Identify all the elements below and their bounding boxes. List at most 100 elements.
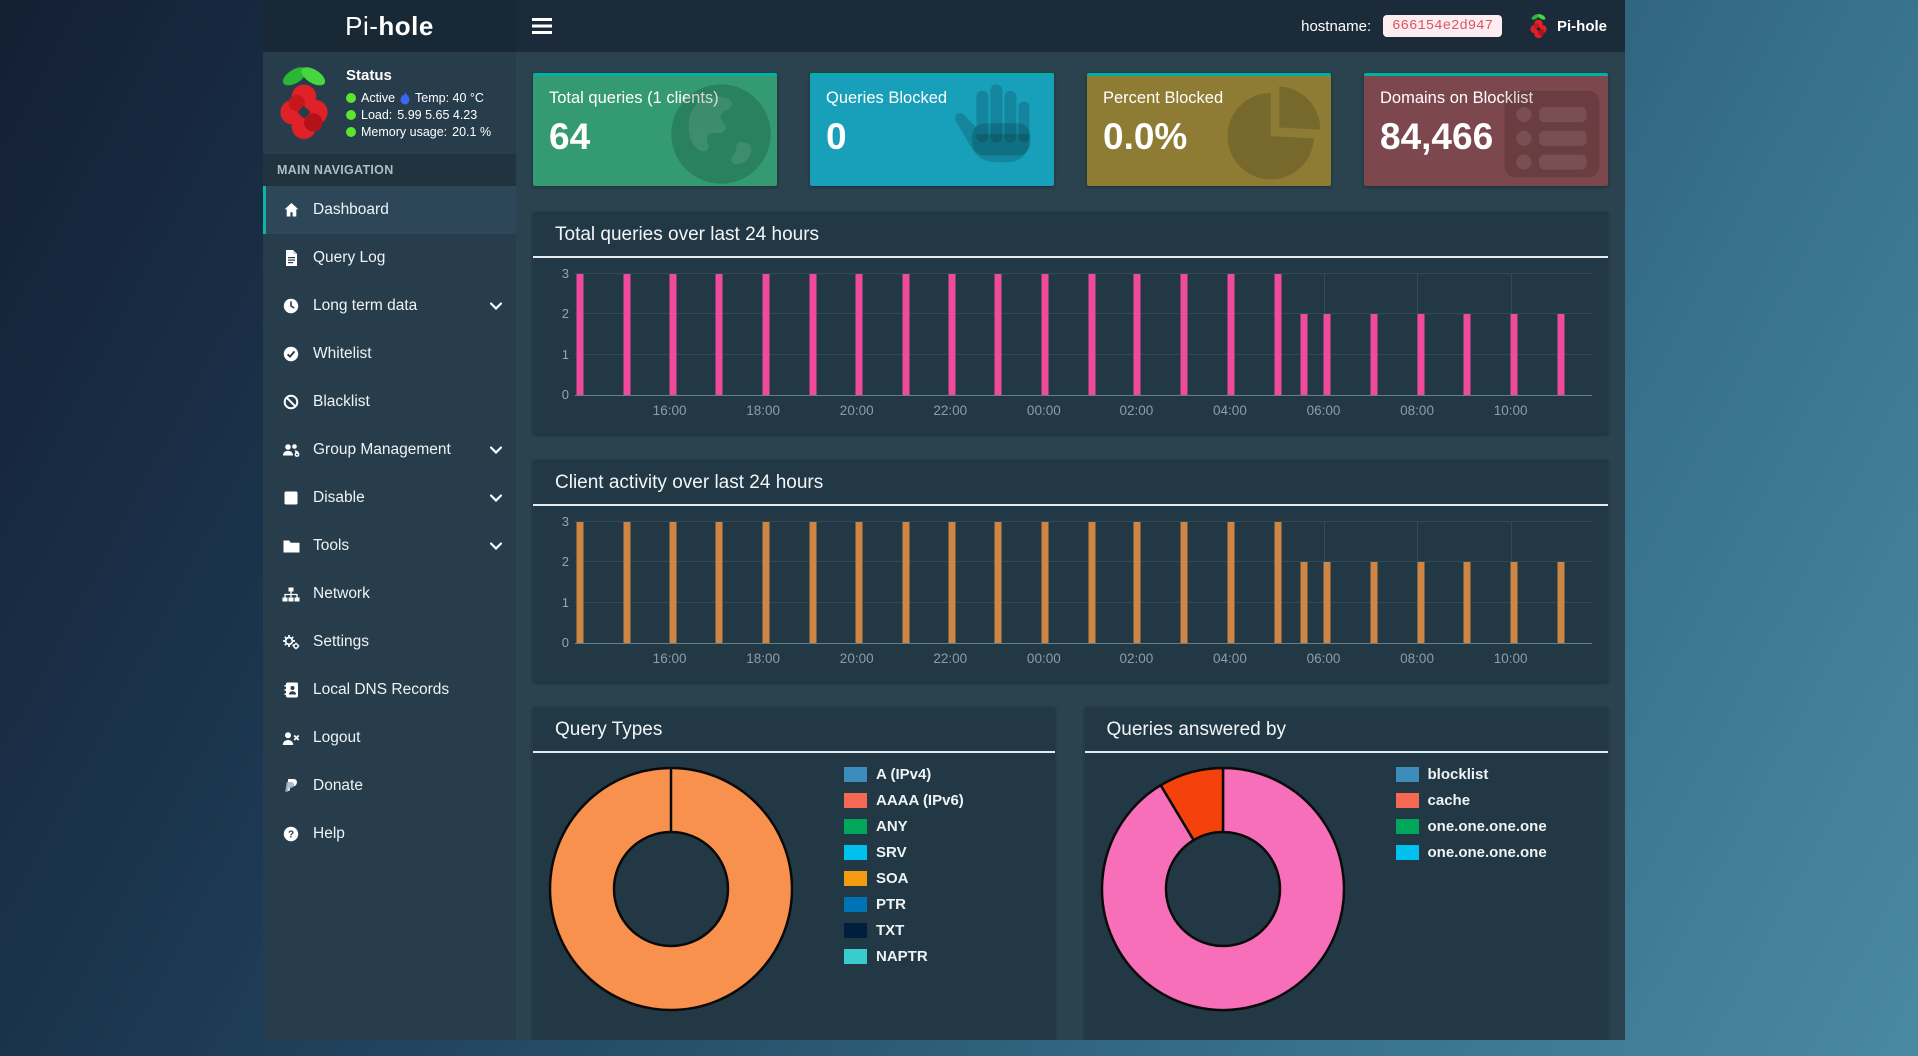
query-types-donut-chart[interactable]	[546, 764, 796, 1014]
bar[interactable]	[902, 274, 910, 395]
sidebar-section-header: MAIN NAVIGATION	[263, 154, 516, 186]
bar[interactable]	[669, 522, 677, 643]
bar[interactable]	[1274, 522, 1282, 643]
bar[interactable]	[1041, 274, 1049, 395]
y-tick-label: 3	[561, 266, 569, 281]
total-queries-bar-chart[interactable]: 0 1 2 3	[562, 266, 1592, 402]
bar[interactable]	[1133, 274, 1141, 395]
bar[interactable]	[1300, 314, 1308, 395]
bar[interactable]	[715, 274, 723, 395]
legend-item[interactable]: TXT	[844, 922, 964, 939]
legend-item[interactable]: one.one.one.one	[1395, 844, 1547, 861]
x-tick-label: 20:00	[839, 651, 874, 666]
sidebar-item-dashboard[interactable]: Dashboard	[263, 186, 516, 234]
status-dot	[346, 93, 356, 103]
client-activity-bar-chart[interactable]: 0 1 2 3	[562, 514, 1592, 650]
bar[interactable]	[669, 274, 677, 395]
legend-item[interactable]: PTR	[844, 896, 964, 913]
bar[interactable]	[1510, 562, 1518, 643]
bar[interactable]	[855, 522, 863, 643]
raspberry-logo	[280, 67, 328, 139]
bar[interactable]	[1510, 314, 1518, 395]
legend-item[interactable]: A (IPv4)	[844, 766, 964, 783]
bar[interactable]	[1463, 314, 1471, 395]
bar[interactable]	[1417, 314, 1425, 395]
chevron-down-icon	[490, 446, 502, 454]
cogs-icon	[279, 634, 303, 650]
legend-label: cache	[1427, 792, 1471, 809]
panel-title: Query Types	[555, 719, 663, 740]
bar[interactable]	[1180, 522, 1188, 643]
donut-slice[interactable]	[1100, 766, 1345, 1012]
bar[interactable]	[1557, 314, 1565, 395]
x-tick-label: 20:00	[839, 403, 874, 418]
bar[interactable]	[623, 522, 631, 643]
bar[interactable]	[1323, 562, 1331, 643]
sidebar-item-logout[interactable]: Logout	[263, 714, 516, 762]
bar[interactable]	[623, 274, 631, 395]
sidebar-item-local-dns-records[interactable]: Local DNS Records	[263, 666, 516, 714]
bar[interactable]	[1041, 522, 1049, 643]
bar[interactable]	[1227, 522, 1235, 643]
bar[interactable]	[855, 274, 863, 395]
sidebar-item-tools[interactable]: Tools	[263, 522, 516, 570]
bar[interactable]	[994, 274, 1002, 395]
bar[interactable]	[1227, 274, 1235, 395]
file-icon	[279, 250, 303, 266]
bar[interactable]	[576, 274, 584, 395]
sidebar-item-network[interactable]: Network	[263, 570, 516, 618]
bar[interactable]	[902, 522, 910, 643]
sidebar-toggle-button[interactable]	[516, 0, 568, 52]
sidebar-item-help[interactable]: ? Help	[263, 810, 516, 858]
legend-item[interactable]: one.one.one.one	[1395, 818, 1547, 835]
bar[interactable]	[1370, 314, 1378, 395]
bar[interactable]	[1133, 522, 1141, 643]
legend-swatch	[844, 923, 867, 938]
legend-item[interactable]: SOA	[844, 870, 964, 887]
bar[interactable]	[1274, 274, 1282, 395]
donut-slice[interactable]	[1159, 766, 1224, 842]
legend-item[interactable]: blocklist	[1395, 766, 1547, 783]
bar[interactable]	[1088, 522, 1096, 643]
x-tick-label: 16:00	[652, 651, 687, 666]
bar[interactable]	[762, 522, 770, 643]
sidebar-item-group-management[interactable]: Group Management	[263, 426, 516, 474]
sidebar-item-query-log[interactable]: Query Log	[263, 234, 516, 282]
sidebar-item-disable[interactable]: Disable	[263, 474, 516, 522]
bar[interactable]	[1463, 562, 1471, 643]
bar[interactable]	[1370, 562, 1378, 643]
sidebar-item-donate[interactable]: Donate	[263, 762, 516, 810]
bar[interactable]	[1088, 274, 1096, 395]
bar[interactable]	[994, 522, 1002, 643]
user-times-icon	[279, 731, 303, 746]
bar[interactable]	[715, 522, 723, 643]
sidebar-item-whitelist[interactable]: Whitelist	[263, 330, 516, 378]
queries-answered-by-donut-chart[interactable]	[1098, 764, 1348, 1014]
bar[interactable]	[1557, 562, 1565, 643]
x-tick-label: 16:00	[652, 403, 687, 418]
gridline	[575, 273, 1592, 274]
bar[interactable]	[948, 522, 956, 643]
sidebar-logo[interactable]: Pi-hole	[263, 0, 516, 52]
svg-text:?: ?	[288, 830, 294, 841]
bar[interactable]	[1417, 562, 1425, 643]
legend-item[interactable]: cache	[1395, 792, 1547, 809]
bar[interactable]	[1300, 562, 1308, 643]
bar[interactable]	[809, 274, 817, 395]
legend-item[interactable]: SRV	[844, 844, 964, 861]
legend-item[interactable]: NAPTR	[844, 948, 964, 965]
bar[interactable]	[809, 522, 817, 643]
bar[interactable]	[576, 522, 584, 643]
hamburger-icon	[532, 18, 552, 34]
sidebar-item-long-term-data[interactable]: Long term data	[263, 282, 516, 330]
bar[interactable]	[948, 274, 956, 395]
x-tick-label: 02:00	[1119, 651, 1154, 666]
bar[interactable]	[762, 274, 770, 395]
legend-item[interactable]: ANY	[844, 818, 964, 835]
bar[interactable]	[1180, 274, 1188, 395]
legend-item[interactable]: AAAA (IPv6)	[844, 792, 964, 809]
legend-swatch	[844, 897, 867, 912]
sidebar-item-blacklist[interactable]: Blacklist	[263, 378, 516, 426]
sidebar-item-settings[interactable]: Settings	[263, 618, 516, 666]
bar[interactable]	[1323, 314, 1331, 395]
